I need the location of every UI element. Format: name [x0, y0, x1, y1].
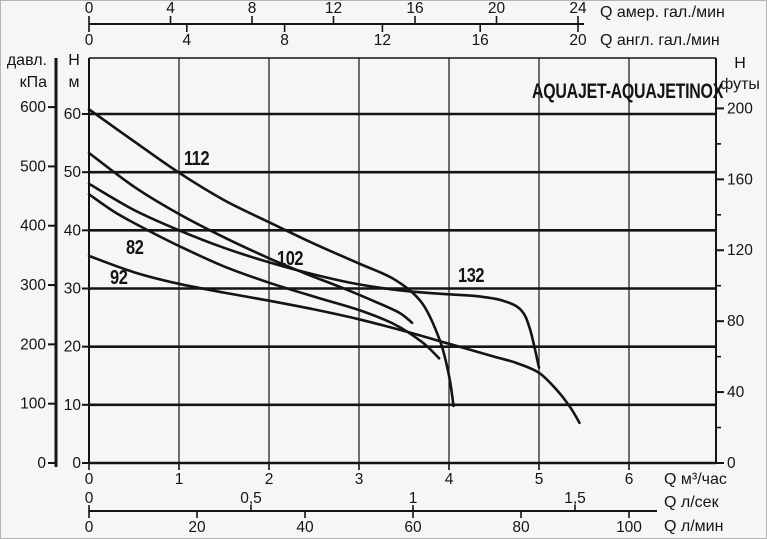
- tick-label-us-gpm: 20: [488, 1, 506, 17]
- tick-label-us-gpm: 0: [85, 1, 94, 17]
- tick-label-imp-gpm: 4: [182, 32, 191, 49]
- tick-label-kpa: 400: [20, 218, 46, 235]
- axis-lines-and-ticks: [48, 16, 724, 518]
- axis-label-head-1: Н: [68, 52, 80, 69]
- curve-labels: 112 102 132 82 92: [110, 146, 485, 288]
- axis-label-us-gpm: Q амер. гал./мин: [600, 4, 725, 21]
- tick-label-imp-gpm: 16: [472, 32, 489, 49]
- tick-label-us-gpm: 12: [325, 1, 342, 17]
- tick-label-m3h: 3: [355, 471, 364, 488]
- grid-lines: [89, 58, 716, 463]
- tick-label-ls: 0,5: [240, 490, 262, 507]
- tick-label-m3h: 1: [175, 471, 184, 488]
- axis-label-pressure-2: кПа: [20, 74, 48, 91]
- tick-label-lmin: 20: [188, 519, 206, 536]
- tick-label-head-m: 10: [64, 397, 82, 414]
- axis-label-m3h: Q м³/час: [664, 471, 727, 488]
- curve-label-112: 112: [184, 146, 209, 169]
- axis-label-head-2: м: [69, 74, 80, 91]
- tick-label-imp-gpm: 12: [374, 32, 391, 49]
- tick-label-ls: 1,5: [564, 490, 586, 507]
- tick-label-head-m: 20: [64, 339, 82, 356]
- pump-curves: [87, 108, 581, 425]
- tick-label-kpa: 300: [20, 277, 46, 294]
- pump-curve-132: [87, 182, 541, 369]
- tick-label-m3h: 0: [85, 471, 94, 488]
- tick-label-kpa: 200: [20, 336, 46, 353]
- tick-label-head-m: 30: [64, 280, 82, 297]
- pump-curve-102: [87, 151, 414, 325]
- tick-label-feet: 160: [727, 171, 753, 188]
- axis-label-imp-gpm: Q англ. гал./мин: [600, 32, 720, 49]
- tick-label-imp-gpm: 8: [280, 32, 289, 49]
- tick-label-m3h: 5: [535, 471, 544, 488]
- tick-label-lmin: 40: [296, 519, 314, 536]
- tick-label-feet: 200: [727, 100, 753, 117]
- tick-label-ls: 0: [85, 490, 94, 507]
- chart-title: AQUAJET-AQUAJETINOX: [532, 80, 724, 104]
- axis-label-feet-1: Н: [734, 55, 746, 72]
- axis-label-pressure-1: давл.: [7, 52, 47, 69]
- tick-label-us-gpm: 4: [166, 1, 175, 17]
- tick-label-imp-gpm: 0: [85, 32, 94, 49]
- tick-label-us-gpm: 24: [569, 1, 587, 17]
- tick-label-imp-gpm: 20: [569, 32, 587, 49]
- axis-label-feet-2: футы: [720, 76, 760, 93]
- tick-labels: 0 4 8 12 16 20 240 4 8 12 16 2060050040030020010006…: [20, 1, 753, 536]
- tick-label-kpa: 0: [37, 455, 46, 472]
- curve-label-102: 102: [277, 246, 303, 269]
- tick-label-head-m: 0: [72, 455, 81, 472]
- tick-label-lmin: 60: [404, 519, 422, 536]
- tick-label-kpa: 600: [20, 99, 46, 116]
- tick-label-kpa: 100: [20, 396, 46, 413]
- tick-label-head-m: 40: [64, 222, 82, 239]
- pump-curve-82: [87, 193, 441, 360]
- tick-label-m3h: 4: [445, 471, 454, 488]
- tick-label-lmin: 100: [616, 519, 642, 536]
- tick-label-feet: 80: [727, 313, 745, 330]
- curve-label-132: 132: [458, 263, 484, 286]
- tick-label-lmin: 0: [85, 519, 94, 536]
- tick-label-head-m: 50: [64, 164, 82, 181]
- tick-label-feet: 120: [727, 242, 753, 259]
- tick-label-us-gpm: 16: [406, 1, 423, 17]
- curve-label-92: 92: [110, 265, 128, 288]
- tick-label-lmin: 80: [512, 519, 530, 536]
- tick-label-feet: 0: [727, 455, 736, 472]
- tick-label-feet: 40: [727, 384, 745, 401]
- tick-label-m3h: 6: [625, 471, 634, 488]
- pump-curve-92: [87, 254, 581, 425]
- tick-label-head-m: 60: [64, 106, 82, 123]
- tick-label-us-gpm: 8: [248, 1, 257, 17]
- axis-label-ls: Q л/сек: [664, 494, 720, 511]
- tick-label-kpa: 500: [20, 158, 46, 175]
- pump-curve-112: [87, 108, 455, 408]
- axis-label-lmin: Q л/мин: [664, 518, 723, 535]
- tick-label-m3h: 2: [265, 471, 274, 488]
- curve-label-82: 82: [126, 235, 144, 258]
- tick-label-ls: 1: [409, 490, 418, 507]
